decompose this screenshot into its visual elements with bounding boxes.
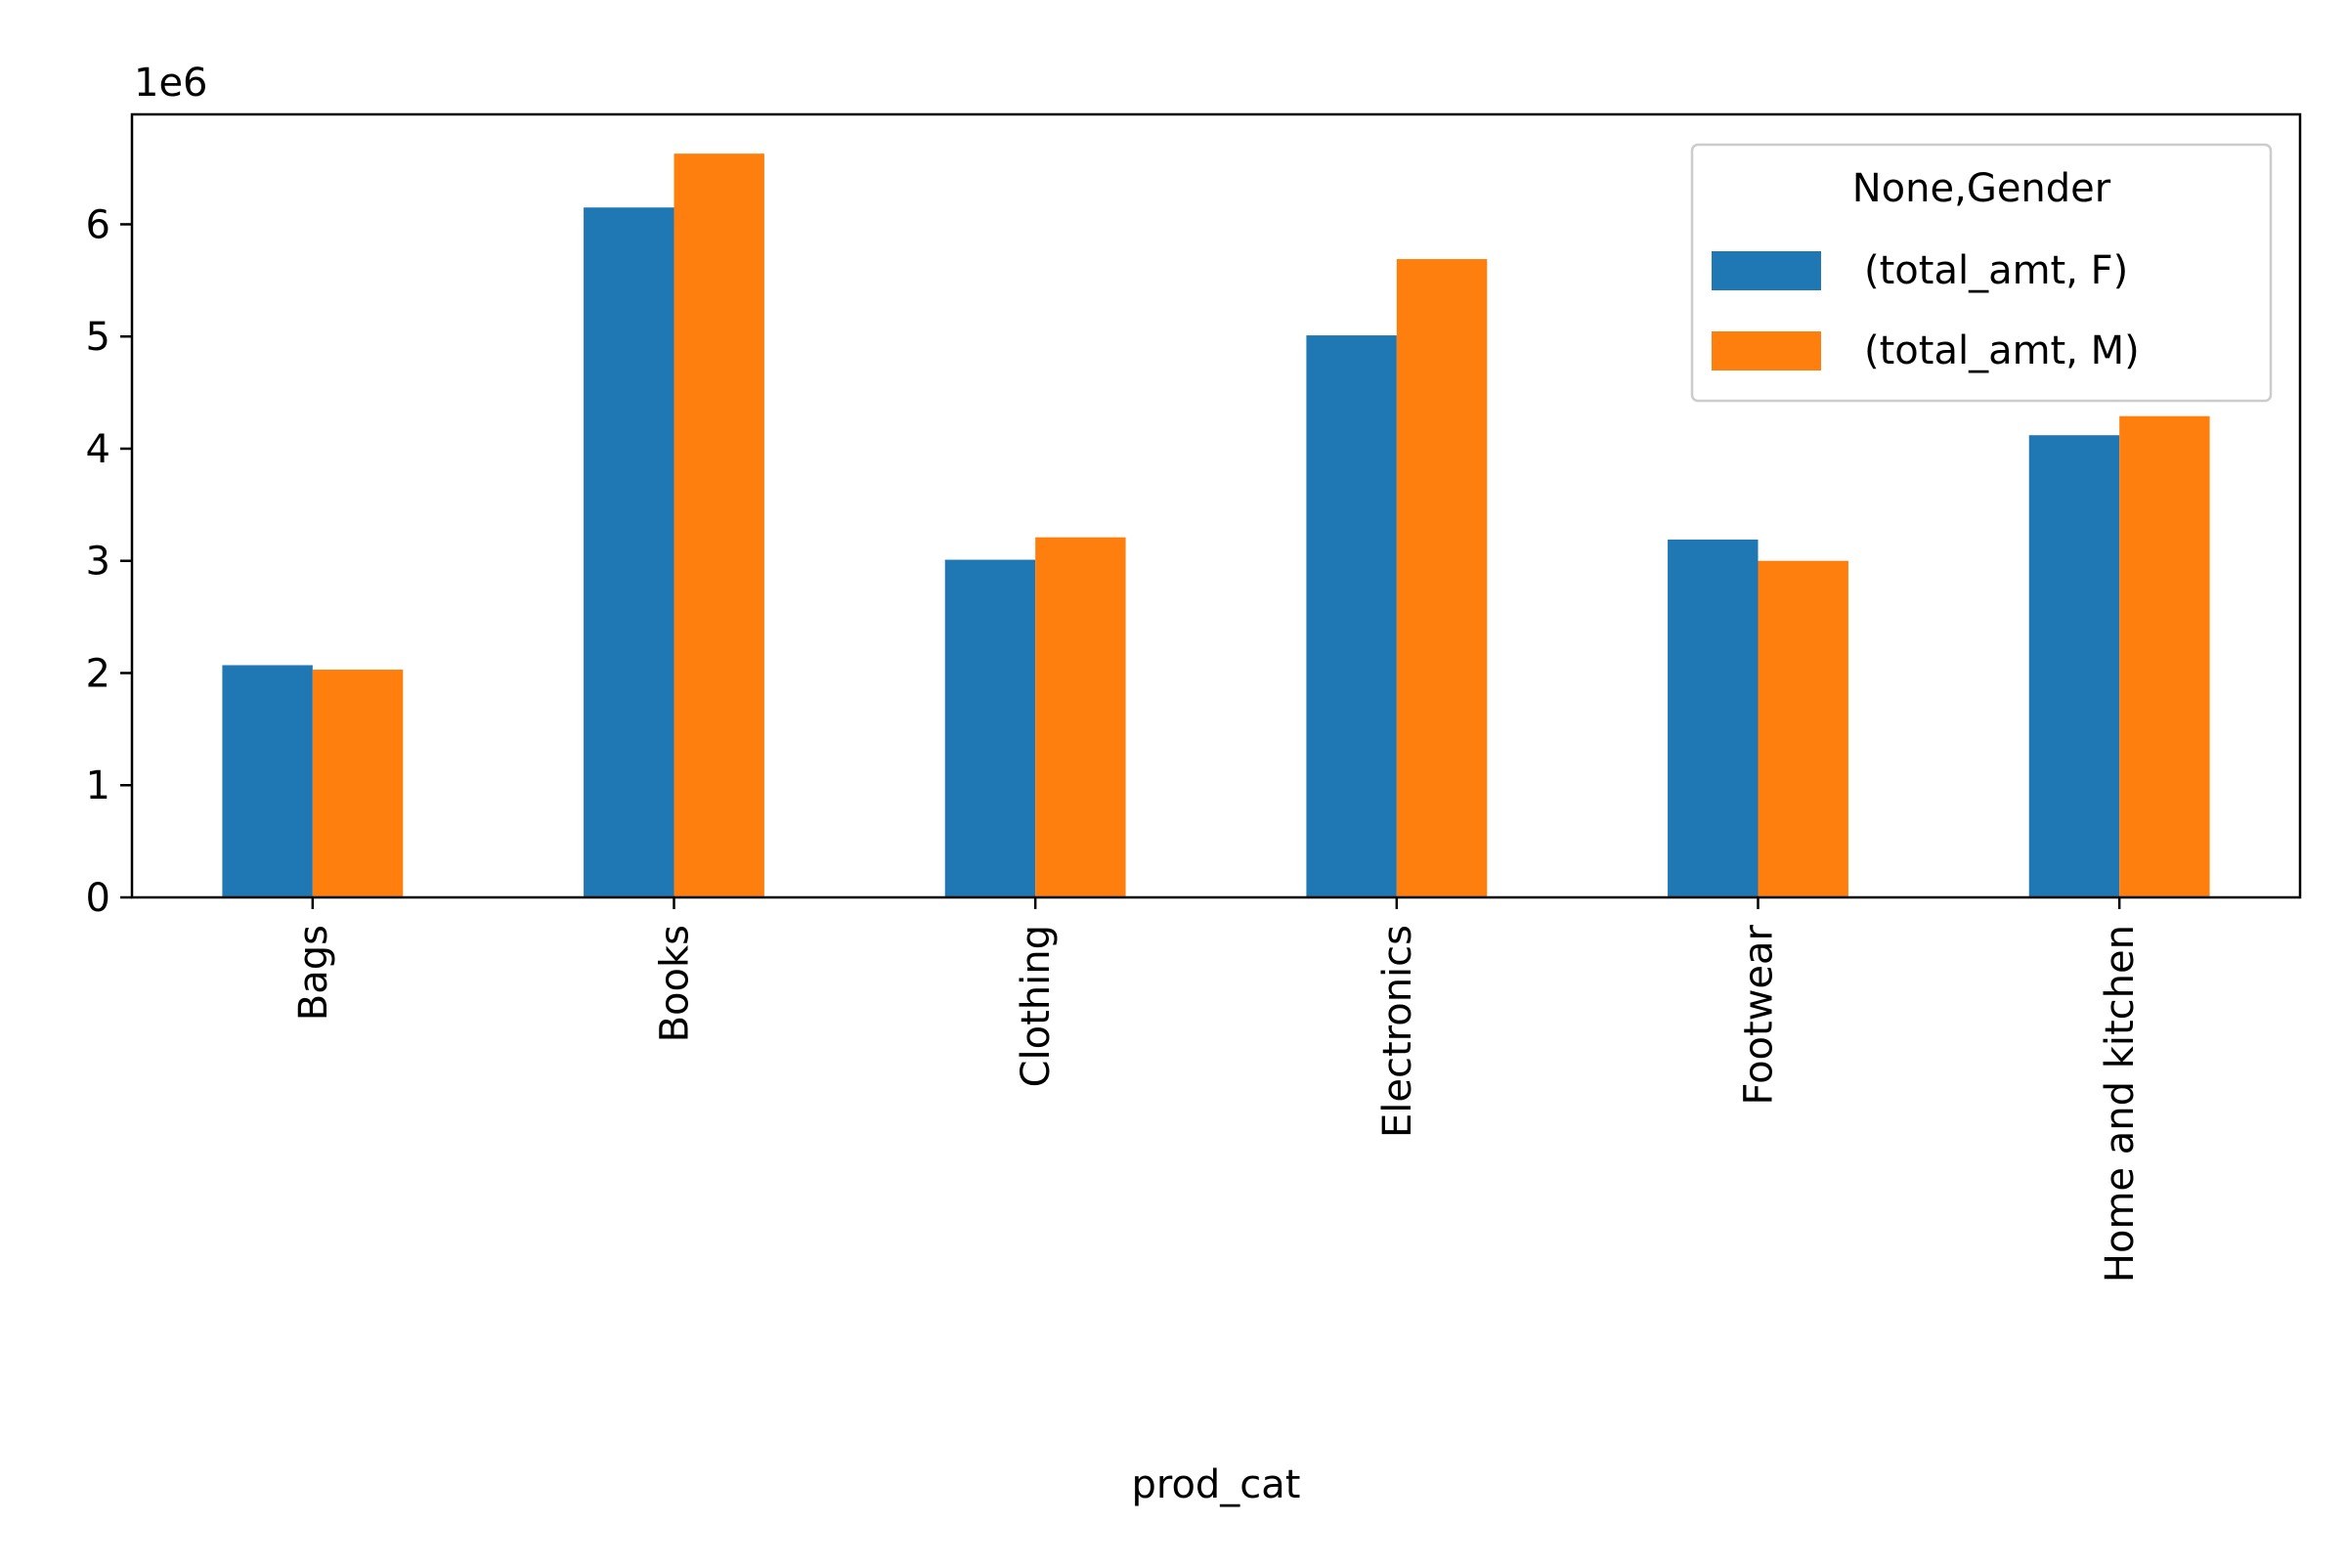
legend-swatch-m: [1712, 331, 1821, 370]
y-tick-label: 1: [86, 763, 110, 808]
y-tick-label: 6: [86, 202, 110, 247]
y-tick-label: 2: [86, 651, 110, 696]
x-tick-label: Footwear: [1737, 924, 1782, 1105]
bars-group: [222, 153, 2210, 898]
x-tick-label: Electronics: [1375, 925, 1420, 1138]
bar-f-home-and-kitchen: [2028, 435, 2120, 897]
legend-title: None,Gender: [1852, 166, 2111, 211]
bar-f-books: [584, 207, 674, 897]
bar-f-electronics: [1306, 335, 1397, 897]
y-axis: 0 1 2 3 4 5 6: [86, 202, 132, 921]
bar-m-clothing: [1035, 537, 1126, 897]
bar-f-clothing: [944, 559, 1036, 897]
legend-box: [1690, 143, 2273, 403]
y-tick-label: 4: [86, 427, 110, 472]
y-axis-multiplier: 1e6: [134, 61, 208, 106]
legend-label-m: (total_amt, M): [1864, 328, 2140, 373]
x-tick-label: Clothing: [1014, 925, 1059, 1087]
legend-label-f: (total_amt, F): [1864, 248, 2128, 293]
legend-entries: (total_amt, F) (total_amt, M): [1712, 248, 2140, 373]
y-tick-label: 5: [86, 315, 110, 360]
bar-m-bags: [312, 670, 404, 897]
bar-m-electronics: [1396, 259, 1488, 897]
legend-swatch-f: [1712, 251, 1821, 290]
bar-m-home-and-kitchen: [2119, 415, 2210, 897]
bar-f-bags: [222, 665, 313, 897]
bar-m-books: [673, 153, 764, 898]
x-axis-label: prod_cat: [1131, 1462, 1300, 1507]
y-tick-label: 3: [86, 540, 110, 585]
legend: None,Gender (total_amt, F) (total_amt, M): [1690, 143, 2273, 403]
x-tick-label: Books: [653, 925, 698, 1042]
bar-f-footwear: [1668, 539, 1759, 897]
x-tick-label: Bags: [291, 925, 336, 1021]
y-tick-label: 0: [86, 876, 110, 921]
x-axis: Bags Books Clothing Electronics Footwear Home…: [291, 897, 2143, 1283]
x-tick-label: Home and kitchen: [2098, 925, 2143, 1283]
bar-m-footwear: [1758, 560, 1848, 897]
plot-frame: [130, 112, 2302, 899]
